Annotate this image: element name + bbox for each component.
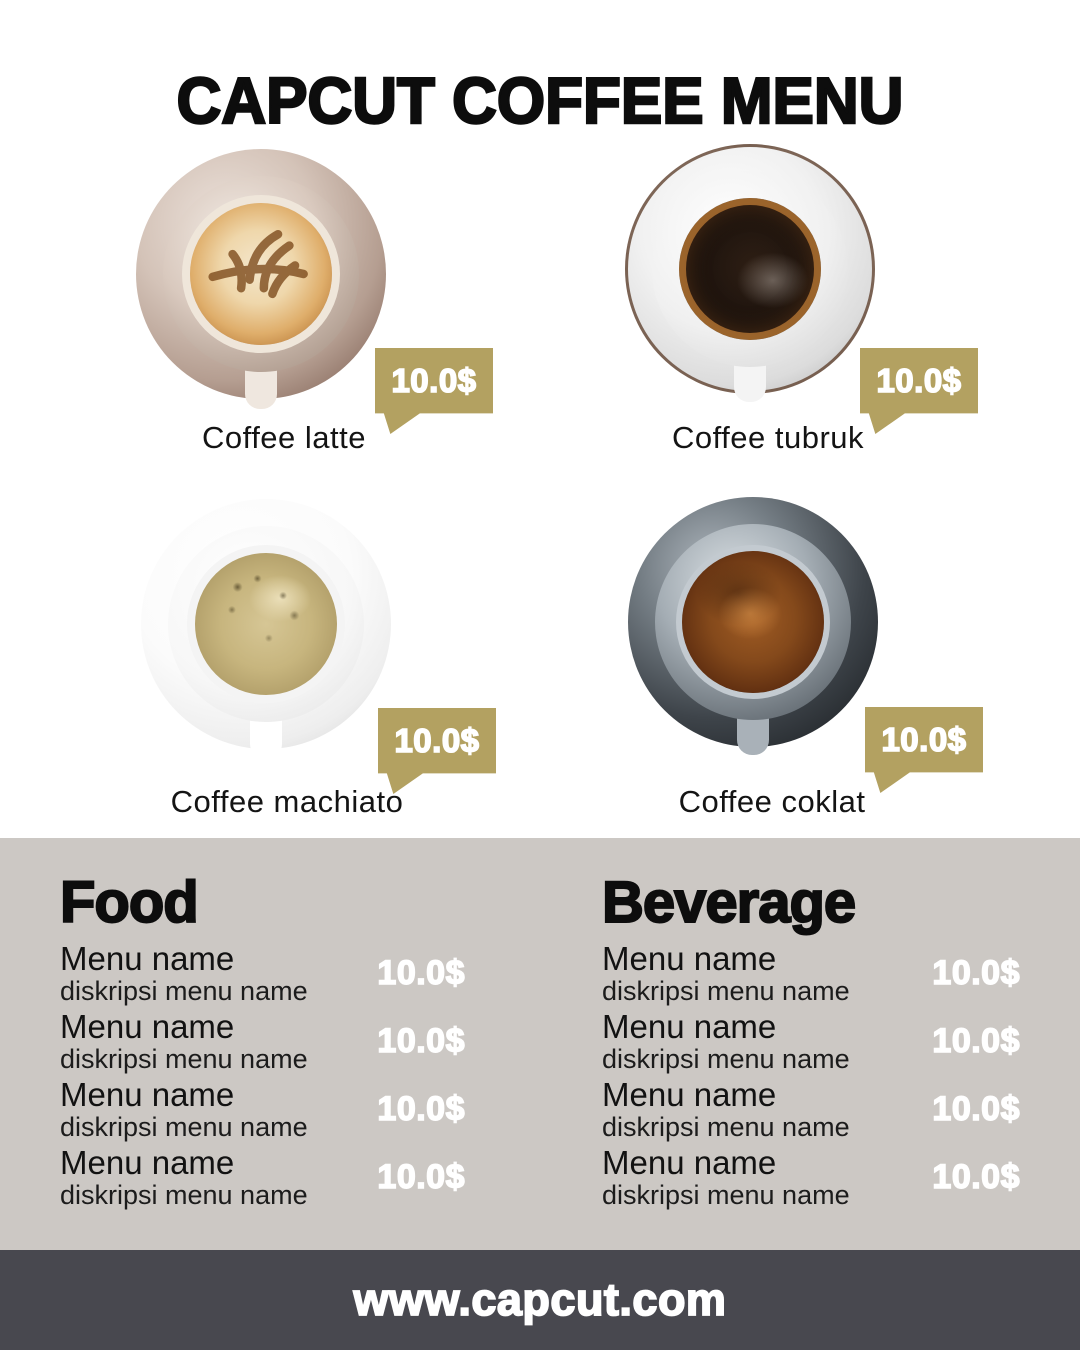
menu-item-name: Menu name [60,1143,235,1181]
menu-item-price: 10.0$ [377,953,466,993]
website-url: www.capcut.com [353,1273,727,1326]
menu-item-price: 10.0$ [377,1089,466,1129]
menu-item-price: 10.0$ [932,1089,1021,1129]
menu-item-name: Menu name [60,1007,235,1045]
coffee-card-tubruk: 10.0$ Coffee tubruk [560,130,1040,470]
menu-item-text: Menu name diskripsi menu name [60,940,308,1006]
coklat-cup-image [628,497,878,755]
menu-item-text: Menu name diskripsi menu name [60,1143,308,1210]
menu-item-description: diskripsi menu name [60,1043,308,1074]
price-text: 10.0$ [394,721,480,760]
menu-item-text: Menu name diskripsi menu name [602,1143,850,1210]
menu-item-price: 10.0$ [932,1157,1021,1197]
beverage-column: Beverage Menu name diskripsi menu name 1… [601,870,1021,1214]
coffee-surface [679,198,821,340]
footer-bar: www.capcut.com [0,1250,1080,1350]
price-tag: 10.0$ [860,348,978,434]
food-heading: Food [59,870,200,935]
menu-item-text: Menu name diskripsi menu name [602,1007,850,1074]
menu-item: Menu name diskripsi menu name 10.0$ [60,1075,466,1142]
tubruk-cup-image [625,144,875,402]
menu-item-description: diskripsi menu name [602,1179,850,1210]
menu-item-text: Menu name diskripsi menu name [60,1075,308,1142]
beverage-heading: Beverage [601,870,857,935]
coffee-name-label: Coffee machiato [170,784,404,819]
menu-item-price: 10.0$ [932,1021,1021,1061]
latte-cup-image [136,149,386,409]
menu-item-name: Menu name [60,1075,235,1113]
menu-item-description: diskripsi menu name [602,1043,850,1074]
latte-art-fern [208,229,308,299]
menu-item-text: Menu name diskripsi menu name [602,1075,850,1142]
food-column: Food Menu name diskripsi menu name 10.0$… [59,870,466,1214]
coffee-name-label: Coffee coklat [678,784,866,819]
price-text: 10.0$ [876,361,962,400]
coffee-name-label: Coffee latte [202,420,366,455]
menu-item-description: diskripsi menu name [60,1179,308,1210]
price-tag: 10.0$ [378,708,496,794]
coffee-card-machiato: 10.0$ Coffee machiato [40,486,520,826]
coffee-name-label: Coffee tubruk [671,420,865,455]
menu-item: Menu name diskripsi menu name 10.0$ [602,1143,1021,1210]
coffee-surface [195,553,337,695]
menu-item: Menu name diskripsi menu name 10.0$ [602,940,1021,1006]
menu-item-description: diskripsi menu name [602,975,850,1006]
price-tag: 10.0$ [375,348,493,434]
coffee-card-latte: 10.0$ Coffee latte [40,130,520,470]
price-text: 10.0$ [881,720,967,759]
machiato-cup-image [141,499,391,759]
menu-section: Food Menu name diskripsi menu name 10.0$… [0,838,1080,1250]
price-tag: 10.0$ [865,707,983,793]
menu-item-description: diskripsi menu name [602,1111,850,1142]
menu-item-name: Menu name [602,1143,777,1181]
coffee-card-coklat: 10.0$ Coffee coklat [560,486,1040,826]
menu-item-description: diskripsi menu name [60,975,308,1006]
menu-item: Menu name diskripsi menu name 10.0$ [60,1007,466,1074]
menu-item-name: Menu name [60,940,235,977]
menu-item-name: Menu name [602,1007,777,1045]
menu-item-price: 10.0$ [377,1157,466,1197]
coffee-surface [682,551,824,693]
menu-item-price: 10.0$ [932,953,1021,993]
menu-item-name: Menu name [602,940,777,977]
menu-item: Menu name diskripsi menu name 10.0$ [602,1007,1021,1074]
menu-item: Menu name diskripsi menu name 10.0$ [60,940,466,1006]
menu-item-description: diskripsi menu name [60,1111,308,1142]
menu-item-text: Menu name diskripsi menu name [60,1007,308,1074]
menu-item: Menu name diskripsi menu name 10.0$ [60,1143,466,1210]
coffee-surface [190,203,332,345]
menu-item: Menu name diskripsi menu name 10.0$ [602,1075,1021,1142]
menu-item-text: Menu name diskripsi menu name [602,940,850,1006]
page-title: CAPCUT COFFEE MENU [175,64,904,138]
price-text: 10.0$ [391,361,477,400]
menu-item-price: 10.0$ [377,1021,466,1061]
menu-item-name: Menu name [602,1075,777,1113]
